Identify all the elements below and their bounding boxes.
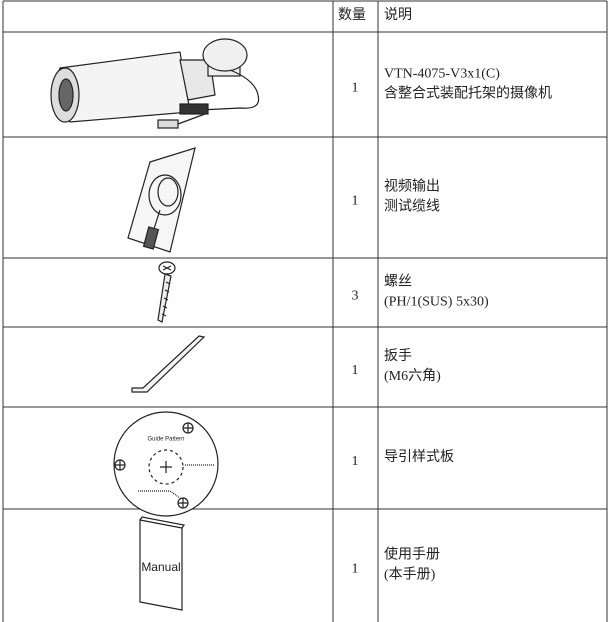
description-line: VTN-4075-V3x1(C) xyxy=(384,67,500,82)
quantity-cell: 1 xyxy=(352,562,359,577)
header-description: 说明 xyxy=(384,7,412,23)
quantity-cell: 1 xyxy=(352,194,359,209)
quantity-cell: 1 xyxy=(352,454,359,469)
wrench-illustration xyxy=(131,335,206,393)
guide-pattern-illustration xyxy=(113,411,219,517)
description-line: (PH/1(SUS) 5x30) xyxy=(384,295,489,310)
description-line: (本手册) xyxy=(384,567,436,583)
manual-illustration xyxy=(139,516,186,611)
description-line: (M6六角) xyxy=(384,368,441,384)
description-line: 螺丝 xyxy=(384,274,412,290)
header-quantity: 数量 xyxy=(338,7,366,23)
quantity-cell: 1 xyxy=(352,363,359,378)
screw-illustration xyxy=(157,261,176,323)
description-line: 导引样式板 xyxy=(384,449,454,465)
description-line: 测试缆线 xyxy=(384,199,440,215)
description-line: 扳手 xyxy=(384,348,412,364)
quantity-cell: 1 xyxy=(352,81,359,96)
description-line: 视频输出 xyxy=(384,179,440,195)
cable-illustration xyxy=(127,147,196,253)
guide-pattern-label: Guide Pattern xyxy=(147,437,184,443)
manual-label: Manual xyxy=(141,560,180,574)
quantity-cell: 3 xyxy=(352,289,359,304)
description-line: 使用手册 xyxy=(384,546,440,563)
camera-illustration xyxy=(50,38,260,129)
description-line: 含整合式装配托架的摄像机 xyxy=(384,86,552,102)
